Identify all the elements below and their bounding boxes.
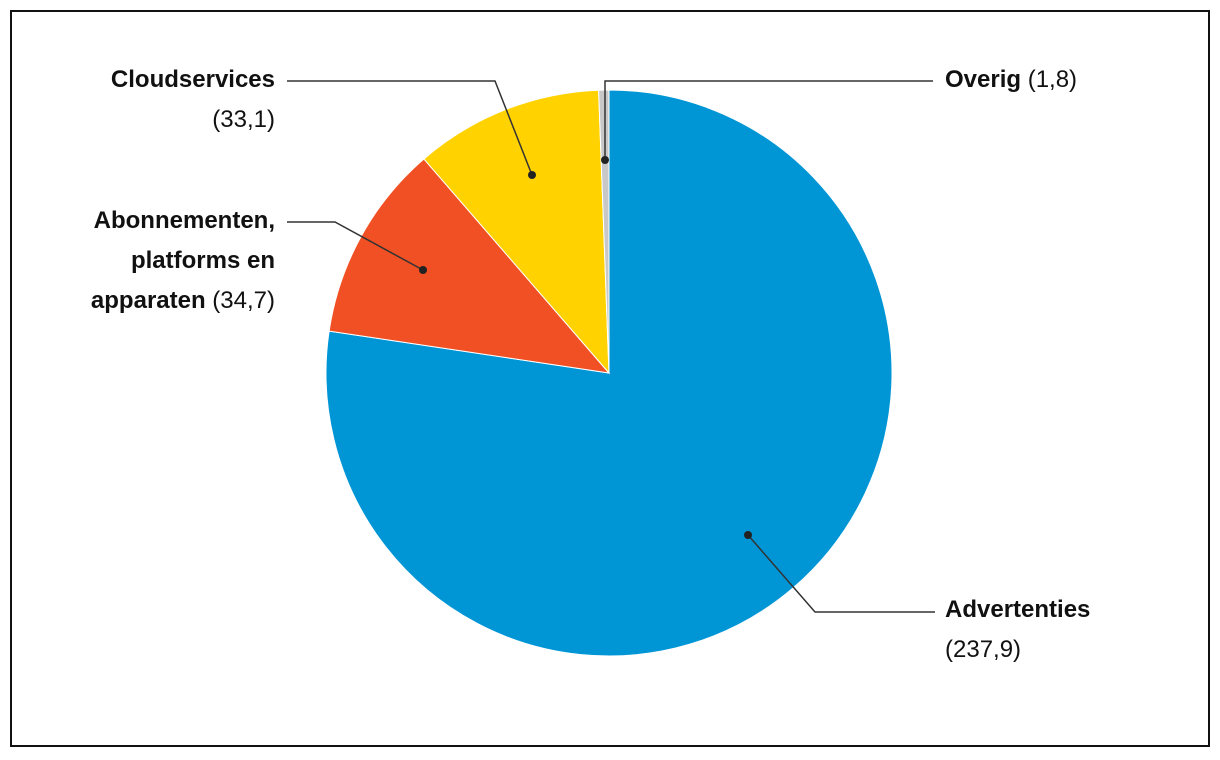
slice-label: Cloudservices (33,1)	[75, 60, 275, 140]
leader-dot	[601, 156, 609, 164]
slice-label: Overig (1,8)	[945, 60, 1220, 100]
leader-line	[604, 80, 933, 160]
slice-label: Advertenties (237,9)	[945, 590, 1125, 670]
leader-line	[747, 534, 935, 613]
category-label: Advertenties	[945, 596, 1091, 623]
category-label: Abonnementen, platforms en apparaten	[90, 207, 275, 314]
leader-dot	[528, 171, 536, 179]
frame	[10, 10, 1210, 747]
category-label: Overig	[945, 66, 1022, 93]
category-label: Cloudservices	[110, 66, 275, 93]
pie-slice	[423, 89, 610, 375]
value-label: (34,7)	[212, 287, 275, 314]
value-label: (237,9)	[945, 636, 1022, 663]
leader-dot	[419, 266, 427, 274]
leader-line	[287, 80, 533, 176]
value-label: (1,8)	[1027, 66, 1078, 93]
leader-dot	[744, 531, 752, 539]
slice-label: Abonnementen, platforms en apparaten (34…	[35, 201, 275, 321]
leader-line	[287, 221, 424, 271]
value-label: (33,1)	[212, 106, 275, 133]
